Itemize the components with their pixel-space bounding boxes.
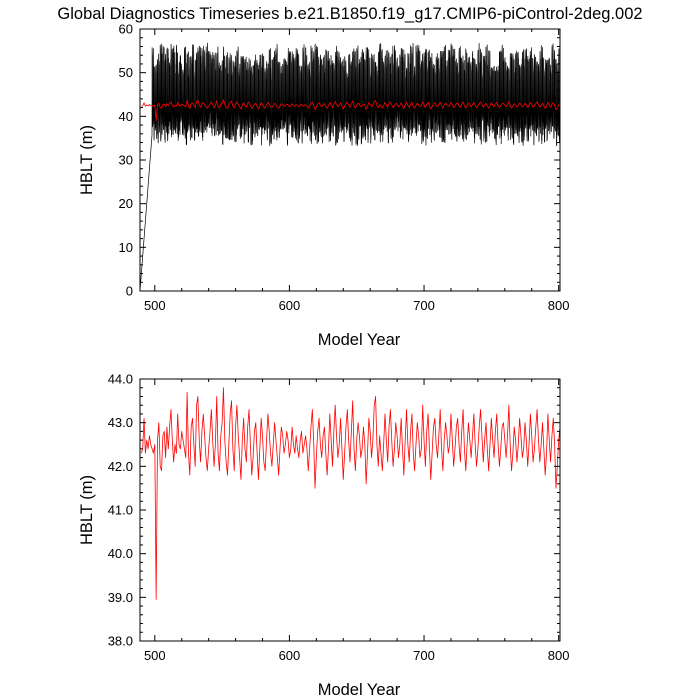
series-line-annual-mean	[140, 387, 560, 600]
y-tick-label: 10	[119, 240, 133, 255]
y-tick-label: 43.0	[108, 415, 133, 430]
y-tick-label: 42.0	[108, 459, 133, 474]
x-axis-label: Model Year	[318, 331, 401, 349]
x-tick-label: 800	[548, 648, 570, 663]
x-tick-label: 700	[413, 648, 435, 663]
monthly-panel: 500 600 700 800 0 10 20 30 40 50 60 Model Year HBLT …	[78, 22, 570, 350]
y-axis-label: HBLT (m)	[78, 125, 96, 195]
y-tick-label: 60	[119, 22, 133, 37]
annual-mean-panel: 500 600 700 800 38.0 39.0 40.0 41.0 42.0 43.0 44.0…	[78, 372, 570, 700]
series-line-monthly	[140, 42, 560, 291]
y-tick-label: 30	[119, 153, 133, 168]
y-axis-label: HBLT (m)	[78, 475, 96, 545]
y-tick-label: 38.0	[108, 634, 133, 649]
y-tick-label: 20	[119, 196, 133, 211]
y-tick-label: 0	[126, 284, 133, 299]
y-tick-label: 40.0	[108, 546, 133, 561]
x-tick-label: 600	[279, 648, 301, 663]
x-tick-label: 800	[548, 298, 570, 313]
y-tick-label: 50	[119, 65, 133, 80]
series-line-annual-mean	[141, 99, 560, 122]
plot-area	[140, 387, 560, 600]
y-tick-label: 44.0	[108, 372, 133, 387]
y-tick-label: 40	[119, 109, 133, 124]
plot-area	[140, 42, 560, 291]
y-tick-label: 41.0	[108, 503, 133, 518]
x-axis-label: Model Year	[318, 681, 401, 699]
x-tick-label: 500	[144, 648, 166, 663]
x-tick-label: 500	[144, 298, 166, 313]
x-tick-label: 600	[279, 298, 301, 313]
y-tick-label: 39.0	[108, 590, 133, 605]
figure-title: Global Diagnostics Timeseries b.e21.B185…	[57, 5, 642, 23]
x-tick-label: 700	[413, 298, 435, 313]
